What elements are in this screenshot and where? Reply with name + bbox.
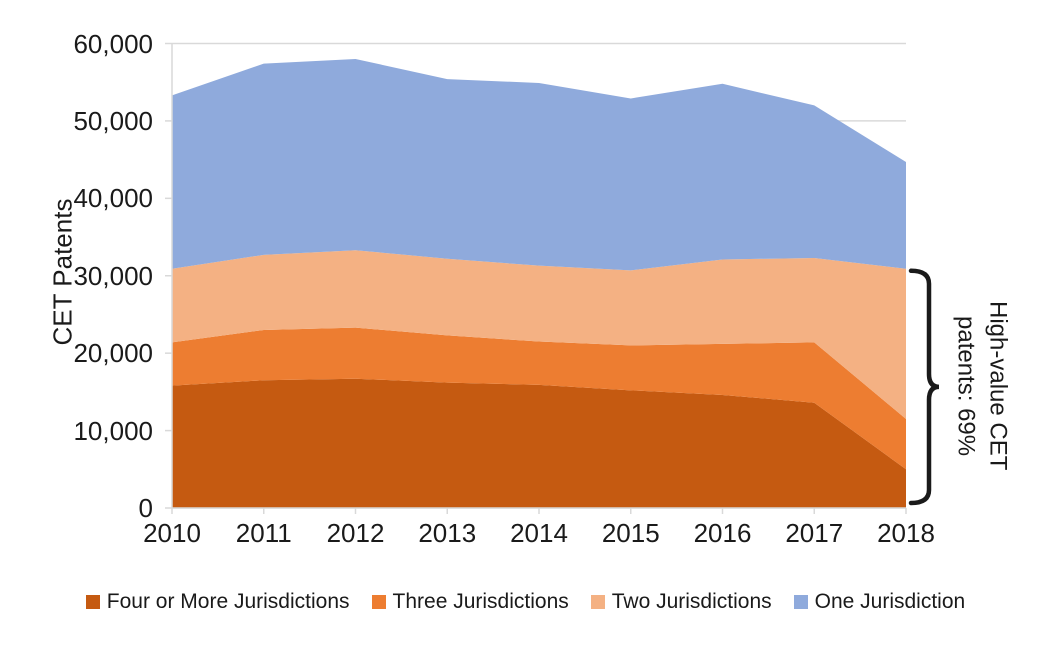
legend-swatch-icon (793, 595, 808, 609)
area-three-jurisdictions (172, 327, 906, 470)
legend-label: Three Jurisdictions (392, 590, 569, 613)
y-tick-label-10,000: 10,000 (73, 415, 153, 446)
legend-label: Four or More Jurisdictions (106, 590, 350, 613)
brace (908, 268, 940, 506)
annotation-line-2: patents: 69% (952, 315, 980, 457)
area-four-or-more-jurisdictions (172, 378, 906, 508)
x-tick-label-2017: 2017 (785, 518, 844, 548)
x-tick-label-2018: 2018 (877, 518, 935, 548)
legend-label: One Jurisdiction (814, 590, 966, 613)
legend-item-three-jurisdictions: Three Jurisdictions (371, 590, 569, 614)
x-tick-label-2015: 2015 (601, 518, 660, 548)
y-tick-label-0: 0 (138, 493, 153, 523)
legend-swatch-icon (371, 595, 386, 609)
legend-item-one-jurisdiction: One Jurisdiction (793, 590, 966, 614)
y-tick-label-50,000: 50,000 (73, 105, 153, 136)
y-tick-label-40,000: 40,000 (73, 183, 153, 214)
x-tick-label-2013: 2013 (418, 518, 477, 548)
legend-swatch-icon (85, 595, 100, 609)
area-two-jurisdictions (172, 250, 906, 419)
y-tick-label-60,000: 60,000 (73, 28, 153, 59)
x-tick-label-2010: 2010 (143, 518, 201, 548)
area-one-jurisdiction (172, 58, 906, 271)
annotation-line-1: High-value CET (984, 301, 1012, 471)
chart-legend: Four or More Jurisdictions Three Jurisdic… (0, 590, 1051, 614)
x-tick-label-2011: 2011 (235, 518, 292, 548)
legend-swatch-icon (590, 595, 605, 609)
x-tick-label-2016: 2016 (693, 518, 752, 548)
y-tick-label-30,000: 30,000 (73, 260, 153, 291)
x-tick-label-2014: 2014 (510, 518, 568, 548)
legend-label: Two Jurisdictions (611, 590, 772, 613)
legend-item-two-jurisdictions: Two Jurisdictions (590, 590, 772, 614)
y-tick-label-20,000: 20,000 (73, 338, 153, 369)
x-tick-label-2012: 2012 (326, 518, 385, 548)
high-value-annotation: High-value CET patents: 69% (950, 241, 1013, 531)
legend-item-four-or-more-jurisdictions: Four or More Jurisdictions (85, 590, 350, 614)
